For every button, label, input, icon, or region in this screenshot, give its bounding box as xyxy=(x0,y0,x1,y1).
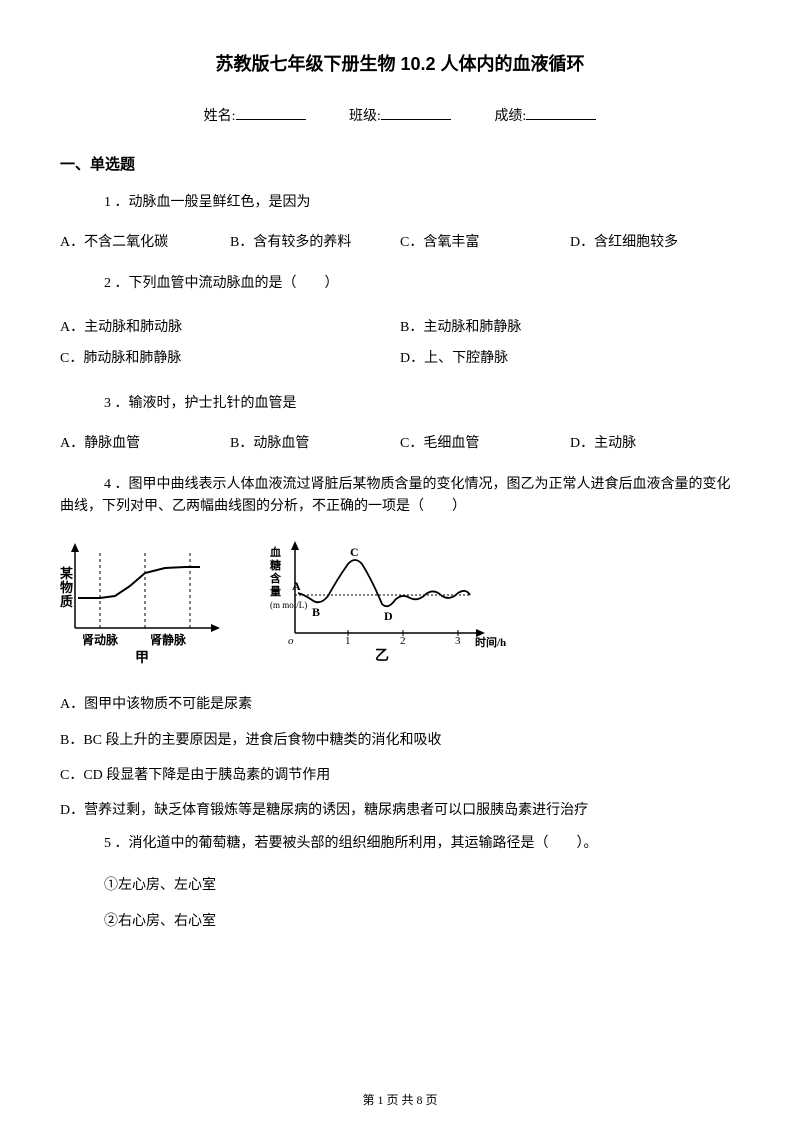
q5-text: 5 ．消化道中的葡萄糖，若要被头部的组织细胞所利用，其运输路径是（ ）。 xyxy=(60,833,740,855)
q1-opt-b: B．含有较多的养料 xyxy=(230,232,400,254)
q2-text: 2 ．下列血管中流动脉血的是（ ） xyxy=(60,273,740,295)
q4-opt-b: B．BC 段上升的主要原因是，进食后食物中糖类的消化和吸收 xyxy=(60,728,740,753)
q5-opt1: ①左心房、左心室 xyxy=(60,873,740,898)
q2-opt-c: C．肺动脉和肺静脉 xyxy=(60,344,400,375)
q3-opt-a: A．静脉血管 xyxy=(60,433,230,455)
class-field[interactable] xyxy=(381,104,451,120)
section-header: 一、单选题 xyxy=(60,153,740,174)
class-label: 班级: xyxy=(349,109,381,124)
score-label: 成绩: xyxy=(494,109,526,124)
chart1-ylabel: 某 xyxy=(60,566,74,581)
svg-text:量: 量 xyxy=(270,585,281,598)
svg-text:3: 3 xyxy=(455,635,461,647)
q1-opt-a: A．不含二氧化碳 xyxy=(60,232,230,254)
svg-text:2: 2 xyxy=(400,635,406,647)
q5-opt2: ②右心房、右心室 xyxy=(60,909,740,934)
svg-text:1: 1 xyxy=(345,635,351,647)
q4-opt-a: A．图甲中该物质不可能是尿素 xyxy=(60,692,740,717)
svg-text:糖: 糖 xyxy=(270,558,281,572)
q1-options: A．不含二氧化碳 B．含有较多的养料 C．含氧丰富 D．含红细胞较多 xyxy=(60,232,740,254)
chart1-xr: 肾静脉 xyxy=(150,632,187,647)
svg-text:乙: 乙 xyxy=(375,648,389,664)
footer-suffix: 页 xyxy=(423,1093,438,1107)
q4-text: 4 ．图甲中曲线表示人体血液流过肾脏后某物质含量的变化情况，图乙为正常人进食后血… xyxy=(60,474,740,519)
svg-text:时间/h: 时间/h xyxy=(475,635,506,649)
svg-text:C: C xyxy=(350,545,359,559)
score-field[interactable] xyxy=(526,104,596,120)
chart1-xl: 肾动脉 xyxy=(82,632,119,647)
svg-text:含: 含 xyxy=(270,571,282,585)
svg-text:D: D xyxy=(384,609,393,623)
q3-opt-b: B．动脉血管 xyxy=(230,433,400,455)
q2-opt-a: A．主动脉和肺动脉 xyxy=(60,313,400,344)
svg-text:o: o xyxy=(288,635,294,647)
chart-jia: 某 物 质 肾动脉 肾静脉 甲 xyxy=(60,538,230,668)
info-line: 姓名: 班级: 成绩: xyxy=(60,104,740,125)
charts-container: 某 物 质 肾动脉 肾静脉 甲 A B C D 血 糖 含 量 (m mol/L… xyxy=(60,538,740,668)
q2-opt-d: D．上、下腔静脉 xyxy=(400,344,740,375)
svg-text:物: 物 xyxy=(60,580,73,595)
chart-yi: A B C D 血 糖 含 量 (m mol/L) o 1 2 3 时间/h 乙 xyxy=(270,538,510,668)
q4-opt-c: C．CD 段显著下降是由于胰岛素的调节作用 xyxy=(60,763,740,788)
q2-opt-b: B．主动脉和肺静脉 xyxy=(400,313,740,344)
q4-opt-d: D．营养过剩，缺乏体育锻炼等是糖尿病的诱因，糖尿病患者可以口服胰岛素进行治疗 xyxy=(60,798,740,823)
footer-prefix: 第 xyxy=(362,1093,377,1107)
q3-options: A．静脉血管 B．动脉血管 C．毛细血管 D．主动脉 xyxy=(60,433,740,455)
q3-opt-d: D．主动脉 xyxy=(570,433,740,455)
q1-opt-d: D．含红细胞较多 xyxy=(570,232,740,254)
q2-options: A．主动脉和肺动脉 B．主动脉和肺静脉 C．肺动脉和肺静脉 D．上、下腔静脉 xyxy=(60,313,740,375)
q3-opt-c: C．毛细血管 xyxy=(400,433,570,455)
q1-opt-c: C．含氧丰富 xyxy=(400,232,570,254)
page-footer: 第 1 页 共 8 页 xyxy=(0,1091,800,1108)
name-field[interactable] xyxy=(236,104,306,120)
q3-text: 3 ．输液时，护士扎针的血管是 xyxy=(60,393,740,415)
svg-text:(m mol/L): (m mol/L) xyxy=(270,600,307,610)
q1-text: 1 ．动脉血一般呈鲜红色，是因为 xyxy=(60,192,740,214)
name-label: 姓名: xyxy=(204,109,236,124)
svg-text:质: 质 xyxy=(60,594,73,609)
footer-mid: 页 共 xyxy=(383,1093,416,1107)
svg-text:A: A xyxy=(292,579,301,593)
page-title: 苏教版七年级下册生物 10.2 人体内的血液循环 xyxy=(60,50,740,76)
chart1-caption: 甲 xyxy=(135,650,149,666)
svg-text:血: 血 xyxy=(270,545,281,559)
svg-text:B: B xyxy=(312,605,320,619)
